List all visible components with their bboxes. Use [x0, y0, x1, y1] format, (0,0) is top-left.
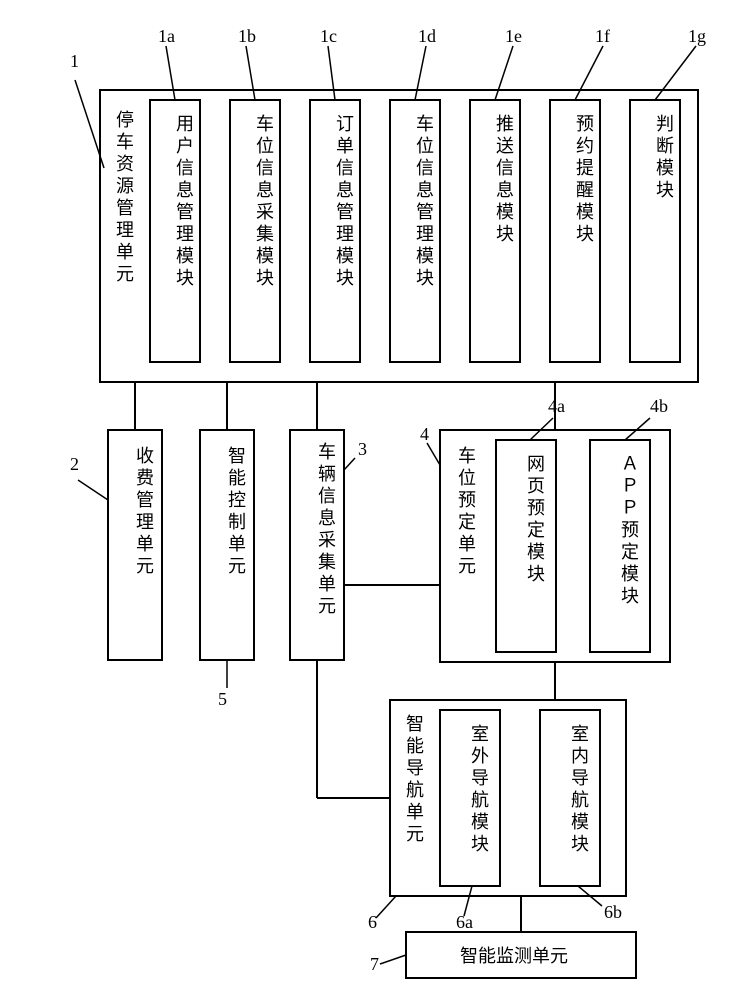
module-4a-label: 4a [548, 396, 565, 416]
module-1b-leader [246, 46, 255, 100]
module-1d-leader [415, 46, 426, 100]
module-4b-text: ＡＰＰ预定模块 [619, 454, 639, 608]
unit6-label: 智能导航单元 [404, 714, 424, 846]
unit4-label: 车位预定单元 [456, 446, 476, 578]
module-1e-label: 1e [505, 26, 522, 46]
unit5-label: 智能控制单元 [226, 446, 246, 578]
unit6-label: 6 [368, 912, 377, 932]
module-1b-label: 1b [238, 26, 256, 46]
module-1e-text: 推送信息模块 [494, 114, 514, 246]
unit4-leader [427, 443, 440, 465]
unit3-label: 3 [358, 439, 367, 459]
unit1-label: 停车资源管理单元 [114, 110, 134, 286]
unit7-label: 7 [370, 954, 379, 974]
module-1d-label: 1d [418, 26, 436, 46]
unit2-label: 收费管理单元 [134, 446, 154, 578]
module-4b-label: 4b [650, 396, 668, 416]
module-1a-leader [166, 46, 175, 100]
module-1b-text: 车位信息采集模块 [254, 114, 274, 290]
module-1d-text: 车位信息管理模块 [414, 114, 434, 290]
unit7-label: 智能监测单元 [460, 946, 568, 966]
module-6b-label: 6b [604, 902, 622, 922]
module-1c-label: 1c [320, 26, 337, 46]
module-4a-text: 网页预定模块 [525, 454, 545, 586]
module-1a-label: 1a [158, 26, 175, 46]
module-6b-text: 室内导航模块 [569, 724, 589, 856]
module-1c-text: 订单信息管理模块 [334, 114, 354, 290]
unit7-leader [380, 955, 406, 964]
module-1f-leader [575, 46, 603, 100]
unit2-leader [78, 480, 108, 500]
module-1a-text: 用户信息管理模块 [174, 114, 194, 290]
diagram-canvas: 停车资源管理单元 1 用户信息管理模块 1a 车位信息采集模块 1b 订单信息管理模块 1c 车… [0, 0, 748, 1000]
module-1c-leader [328, 46, 335, 100]
unit4-label: 4 [420, 424, 429, 444]
unit5-label: 5 [218, 689, 227, 709]
unit3-label: 车辆信息采集单元 [316, 442, 336, 618]
module-1g-text: 判断模块 [654, 114, 674, 202]
module-1f-label: 1f [595, 26, 610, 46]
unit3-leader [344, 458, 355, 470]
unit1-label: 1 [70, 51, 79, 71]
unit6-leader [376, 896, 396, 918]
unit6-box [390, 700, 626, 896]
module-6a-text: 室外导航模块 [469, 724, 489, 856]
unit2-label: 2 [70, 454, 79, 474]
module-1g-leader [655, 46, 696, 100]
module-6a-label: 6a [456, 912, 473, 932]
module-1g-label: 1g [688, 26, 706, 46]
module-1e-leader [495, 46, 513, 100]
module-1f-text: 预约提醒模块 [574, 114, 594, 246]
